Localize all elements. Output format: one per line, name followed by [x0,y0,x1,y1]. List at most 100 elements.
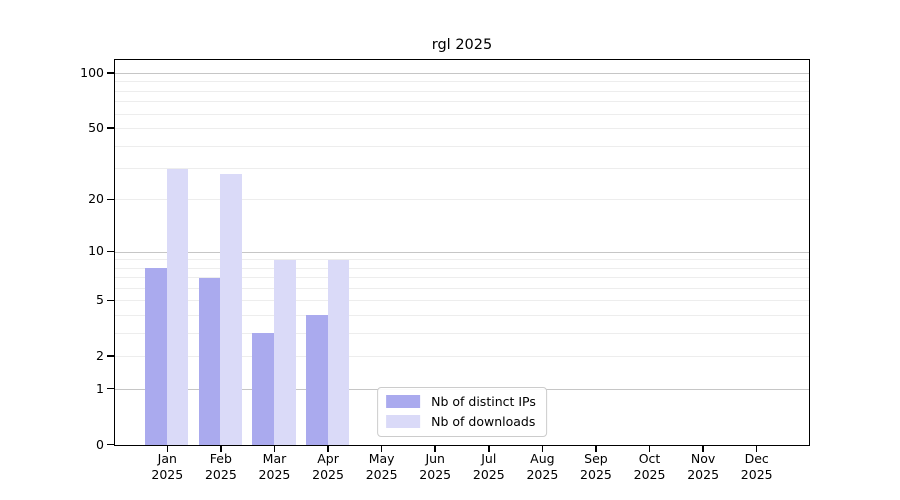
x-tick-label-line: Jan [157,451,177,466]
y-tick-mark [107,299,114,302]
y-tick-label: 50 [88,120,104,136]
y-tick-label: 10 [88,243,104,259]
x-tick-mark [755,446,758,452]
y-tick-mark [107,387,114,390]
x-tick-label: Sep 2025 [561,451,631,482]
x-tick-label-line: 2025 [472,466,505,482]
bar-downloads [220,173,243,445]
minor-gridline [115,300,809,302]
bar-distinct-ips [145,268,167,445]
bar-distinct-ips [252,333,274,445]
bar-downloads [166,168,189,445]
minor-gridline [115,277,809,279]
x-tick-label-line: 2025 [740,466,773,482]
minor-gridline [115,81,809,83]
x-tick-label-line: 2025 [151,466,184,482]
x-tick-mark [273,446,276,452]
x-tick-label-line: Apr [317,451,339,466]
x-tick-mark [541,446,544,452]
y-tick-label: 100 [80,65,104,81]
x-tick-label: Oct 2025 [615,451,685,482]
minor-gridline [115,128,809,130]
x-tick-label-line: Mar [262,451,287,466]
bar-distinct-ips [198,277,221,445]
minor-gridline [115,267,809,269]
x-tick-label: Jan 2025 [132,451,202,482]
x-tick-label-line: 2025 [580,466,612,482]
minor-gridline [115,259,809,261]
x-tick-label: Jun 2025 [400,451,470,482]
chart-title: rgl 2025 [431,37,493,53]
x-tick-label: Apr 2025 [293,451,363,482]
minor-gridline [115,356,809,358]
legend-label: Nb of distinct IPs [431,394,536,409]
x-tick-label: Jul 2025 [454,451,524,482]
legend-swatch-icon [386,395,421,408]
y-tick-mark [107,355,114,357]
minor-gridline [115,199,809,201]
major-gridline [115,73,809,75]
legend-label: Nb of downloads [431,414,536,429]
x-tick-mark [166,446,169,452]
x-tick-label-line: 2025 [419,466,452,482]
minor-gridline [115,145,809,147]
bar-distinct-ips [305,315,328,445]
x-tick-mark [327,446,329,452]
y-tick-mark [107,443,114,446]
y-tick-mark [107,198,114,201]
x-tick-label-line: Sep [584,451,608,466]
minor-gridline [115,332,809,334]
minor-gridline [115,314,809,316]
y-tick-label: 2 [96,348,104,364]
y-tick-label: 1 [96,380,104,396]
x-tick-mark [488,446,490,452]
x-tick-mark [702,446,704,452]
plot-area: Nb of distinct IPs Nb of downloads [114,59,810,446]
legend-item: Nb of distinct IPs [386,394,536,409]
x-tick-label-line: Feb [209,451,232,466]
x-tick-label-line: 2025 [204,466,237,482]
y-tick-mark [107,72,114,74]
legend-swatch-icon [386,415,421,428]
x-tick-label: Mar 2025 [239,451,309,482]
x-tick-label-line: 2025 [687,466,720,482]
minor-gridline [115,168,809,170]
minor-gridline [115,113,809,115]
x-tick-label-line: May [368,451,395,466]
x-tick-label-line: 2025 [258,466,291,482]
minor-gridline [115,90,809,92]
x-tick-mark [595,446,597,452]
x-tick-mark [648,446,651,452]
x-tick-label-line: Jul [481,451,497,466]
x-tick-label: Feb 2025 [186,451,256,482]
x-tick-label: Nov 2025 [668,451,738,482]
legend-item: Nb of downloads [386,414,536,429]
legend: Nb of distinct IPs Nb of downloads [377,387,547,437]
x-tick-mark [220,446,222,452]
y-tick-label: 5 [96,292,104,308]
minor-gridline [115,287,809,289]
major-gridline [115,251,809,253]
bar-downloads [273,259,296,445]
y-tick-label: 0 [96,436,104,452]
x-tick-mark [380,446,383,452]
x-tick-label-line: Aug [530,451,555,466]
y-tick-mark [107,127,114,129]
x-tick-label: Dec 2025 [722,451,792,482]
x-tick-label-line: Dec [744,451,769,466]
x-tick-label-line: Jun [425,451,445,466]
x-tick-label: May 2025 [347,451,417,482]
x-tick-label-line: 2025 [312,466,344,482]
y-tick-label: 20 [88,191,104,207]
x-tick-label-line: Nov [690,451,716,466]
bar-downloads [327,259,350,445]
x-tick-label-line: 2025 [365,466,398,482]
minor-gridline [115,101,809,103]
x-tick-label-line: 2025 [526,466,559,482]
x-tick-label: Aug 2025 [507,451,577,482]
y-tick-mark [107,250,114,253]
x-tick-label-line: 2025 [633,466,666,482]
x-tick-mark [434,446,436,452]
x-tick-label-line: Oct [638,451,661,466]
